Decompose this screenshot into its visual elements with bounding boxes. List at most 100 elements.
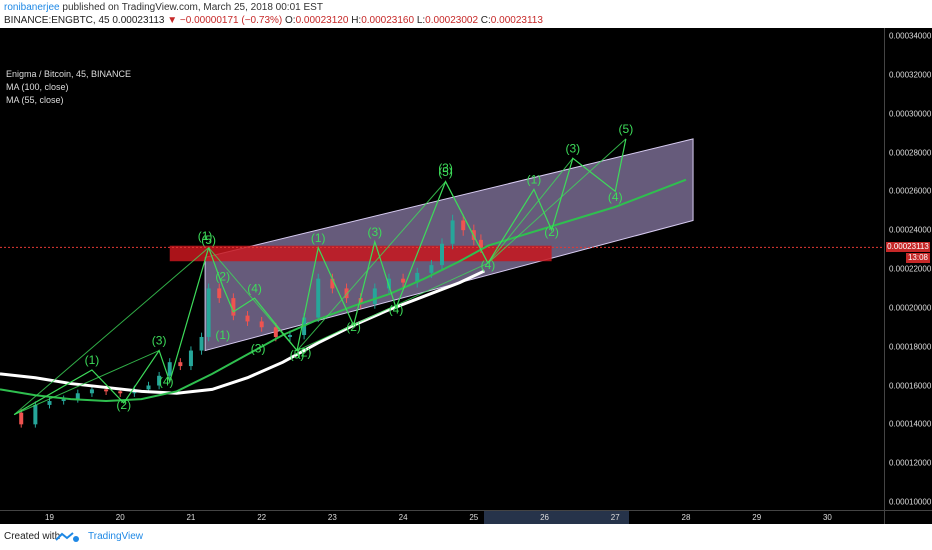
footer: Created with TradingView bbox=[0, 524, 932, 550]
candle-body bbox=[358, 298, 363, 304]
candle-body bbox=[188, 350, 193, 367]
time-tick-label: 23 bbox=[327, 513, 337, 522]
candle-body bbox=[199, 336, 204, 351]
price-chart[interactable]: (1)(2)(3)(4)(1)(5)(2)(4)(1)(3) (5)(2)(1)(… bbox=[0, 28, 884, 510]
wave-label: (5) bbox=[201, 233, 216, 247]
wave-fan-line bbox=[13, 350, 160, 416]
price-tick-label: 0.00030000 bbox=[889, 109, 932, 119]
open-value: 0.00023120 bbox=[295, 15, 349, 26]
candle-body bbox=[429, 265, 434, 273]
wave-label: (3) bbox=[367, 225, 382, 239]
time-tick-label: 24 bbox=[398, 513, 408, 522]
candle-body bbox=[231, 298, 236, 316]
candle-body bbox=[75, 393, 80, 400]
legend-ma100[interactable]: MA (100, close) bbox=[6, 82, 69, 92]
ma55-line bbox=[0, 178, 687, 403]
wave-label: (4) bbox=[389, 303, 404, 317]
publish-info: published on TradingView.com, March 25, … bbox=[62, 2, 323, 13]
elliott-wave-path-3 bbox=[487, 138, 627, 264]
price-tick-label: 0.00026000 bbox=[889, 186, 932, 196]
wave-label: (1) bbox=[198, 229, 213, 243]
time-tick-label: 19 bbox=[45, 513, 54, 522]
candle-body bbox=[344, 288, 349, 299]
price-tick-label: 0.00034000 bbox=[889, 31, 932, 41]
candle-body bbox=[146, 385, 151, 390]
close-label: C: bbox=[480, 15, 491, 26]
last-price: 0.00023113 bbox=[112, 15, 165, 26]
wave-label: (2) bbox=[116, 398, 131, 412]
time-tick-label: 20 bbox=[115, 513, 125, 522]
candle-body bbox=[287, 335, 292, 337]
candle-body bbox=[167, 362, 172, 376]
time-tick-label: 22 bbox=[257, 513, 267, 522]
price-tick-label: 0.00022000 bbox=[889, 264, 932, 274]
candle-body bbox=[61, 399, 66, 402]
high-label: H: bbox=[351, 15, 362, 26]
time-tick-label: 25 bbox=[469, 513, 479, 522]
chart-legend: Enigma / Bitcoin, 45, BINANCE MA (100, c… bbox=[6, 68, 131, 107]
wave-label: (1) bbox=[527, 173, 542, 187]
wave-label: (1) bbox=[85, 353, 100, 367]
candle-body bbox=[47, 401, 52, 405]
wave-label: (4) bbox=[608, 190, 623, 204]
candle-body bbox=[401, 278, 406, 283]
candle-body bbox=[178, 362, 183, 367]
candle-body bbox=[206, 288, 211, 337]
candle-body bbox=[19, 412, 24, 425]
tradingview-brand[interactable]: TradingView bbox=[88, 531, 144, 542]
wave-label: (4) bbox=[159, 375, 174, 389]
ohlc-line: BINANCE:ENGBTC, 45 0.00023113 ▼ −0.00000… bbox=[4, 15, 543, 26]
wave-label: (4) bbox=[247, 281, 262, 295]
time-tick-label: 30 bbox=[822, 513, 832, 522]
chart-plot-area[interactable]: (1) (2) (3) (4) (1) (5) (2) (4) (1) (3) (5) (2) (1)(… bbox=[0, 28, 884, 510]
wave-fan-line bbox=[296, 262, 489, 352]
price-tick-label: 0.00028000 bbox=[889, 148, 932, 157]
time-tick-label: 29 bbox=[752, 513, 762, 522]
low-label: L: bbox=[416, 15, 426, 26]
bar-countdown-tag: 13:08 bbox=[906, 253, 930, 264]
current-price-tag: 0.00023113 bbox=[886, 242, 930, 253]
resistance-zone bbox=[169, 245, 552, 262]
wave-label: (2) bbox=[346, 320, 361, 334]
time-axis[interactable]: 19 20 21 22 23 24 25 26 27 28 29 30 bbox=[0, 510, 884, 525]
created-with-label: Created with bbox=[4, 531, 61, 542]
chart-header: ronibanerjee published on TradingView.co… bbox=[0, 0, 932, 28]
price-tick-label: 0.00014000 bbox=[889, 419, 932, 429]
candle-body bbox=[273, 327, 278, 337]
elliott-wave-path-2 bbox=[208, 180, 489, 352]
rising-channel bbox=[204, 138, 694, 352]
time-tick-label: 28 bbox=[681, 513, 691, 522]
axis-corner bbox=[884, 510, 932, 524]
price-tick-label: 0.00010000 bbox=[889, 497, 932, 507]
candle-body bbox=[372, 288, 377, 304]
wave-label: (3) bbox=[251, 341, 266, 355]
time-tick-label: 21 bbox=[186, 513, 196, 522]
wave-label: (5) bbox=[290, 347, 305, 361]
candle-body bbox=[440, 243, 444, 266]
wave-label: (5) bbox=[619, 122, 634, 136]
tradingview-logo-icon bbox=[55, 532, 79, 542]
candle-body bbox=[415, 272, 420, 283]
wave-label: (2) bbox=[544, 225, 559, 239]
wave-fan-line bbox=[487, 138, 627, 264]
price-tick-label: 0.00024000 bbox=[889, 225, 932, 235]
candle-body bbox=[259, 321, 264, 328]
candle-body bbox=[478, 239, 483, 248]
candle-body bbox=[450, 220, 455, 244]
price-tick-label: 0.00018000 bbox=[889, 342, 932, 352]
wave-fan-line bbox=[296, 181, 446, 351]
legend-ma55[interactable]: MA (55, close) bbox=[6, 95, 64, 105]
price-tick-label: 0.00016000 bbox=[889, 381, 932, 390]
symbol-label: BINANCE:ENGBTC, 45 bbox=[4, 15, 110, 26]
wave-label: (1) bbox=[311, 231, 326, 245]
price-tick-label: 0.00012000 bbox=[889, 458, 932, 468]
legend-symbol[interactable]: Enigma / Bitcoin, 45, BINANCE bbox=[6, 69, 132, 79]
price-axis[interactable]: 0.00034000 0.00032000 0.00030000 0.00028000… bbox=[884, 28, 932, 510]
open-label: O: bbox=[285, 15, 296, 26]
author-link[interactable]: ronibanerjee bbox=[4, 2, 60, 13]
wave-label: (3) bbox=[152, 334, 167, 348]
candle-body bbox=[461, 220, 466, 231]
wave-label: (5) bbox=[438, 165, 453, 179]
wave-label: (3) bbox=[438, 161, 453, 175]
time-tick-label: 27 bbox=[610, 513, 620, 522]
